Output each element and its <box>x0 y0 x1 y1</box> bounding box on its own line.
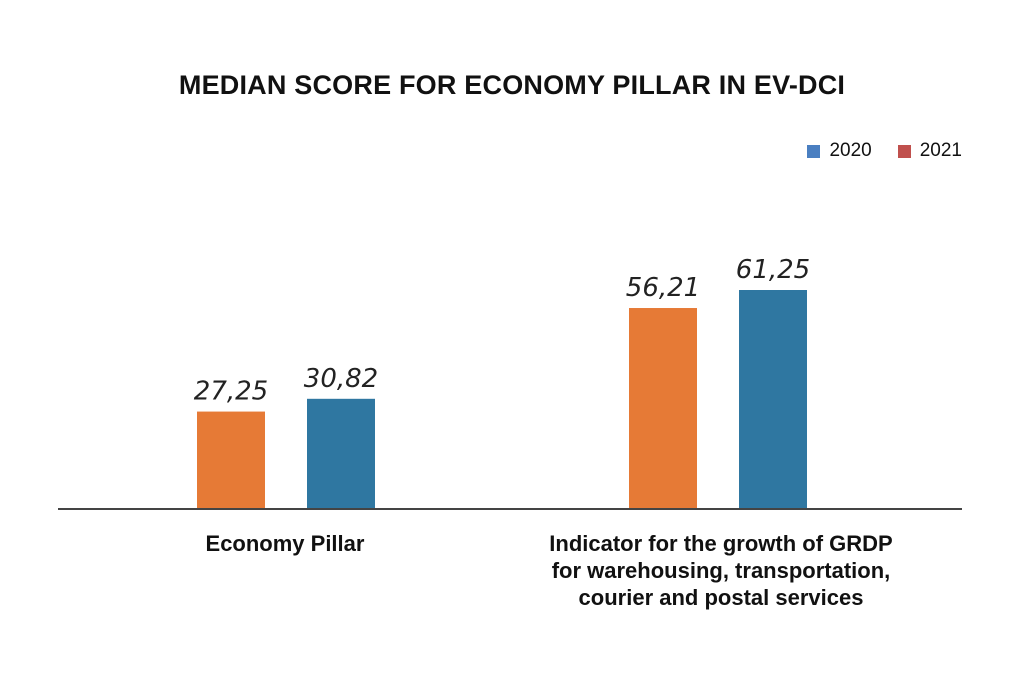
legend-label-2020: 2020 <box>829 140 872 161</box>
legend-swatch-2021 <box>897 144 911 158</box>
value-label-2020-cat0: 27,25 <box>194 377 268 407</box>
category-label-grdp-indicator: Indicator for the growth of GRDP for war… <box>549 531 893 610</box>
bars-group <box>197 290 807 509</box>
bar-2020-cat0 <box>197 411 265 509</box>
category-label-economy-pillar: Economy Pillar <box>205 531 365 556</box>
legend-item-2020: 2020 <box>807 140 872 162</box>
chart-legend: 2020 2021 <box>807 140 962 162</box>
bar-2021-cat0 <box>307 398 375 509</box>
value-label-2021-cat0: 30,82 <box>304 364 378 394</box>
chart-title: MEDIAN SCORE FOR ECONOMY PILLAR IN EV-DC… <box>178 70 846 100</box>
bar-2021-cat1 <box>739 290 807 509</box>
value-label-2020-cat1: 56,21 <box>626 273 700 303</box>
value-label-2021-cat1: 61,25 <box>736 255 810 285</box>
legend-swatch-2020 <box>807 144 821 158</box>
bar-2020-cat1 <box>629 308 697 509</box>
value-labels-group: 27,25 56,21 30,82 61,25 <box>194 255 810 407</box>
legend-label-2021: 2021 <box>919 140 962 161</box>
legend-item-2021: 2021 <box>897 140 962 162</box>
